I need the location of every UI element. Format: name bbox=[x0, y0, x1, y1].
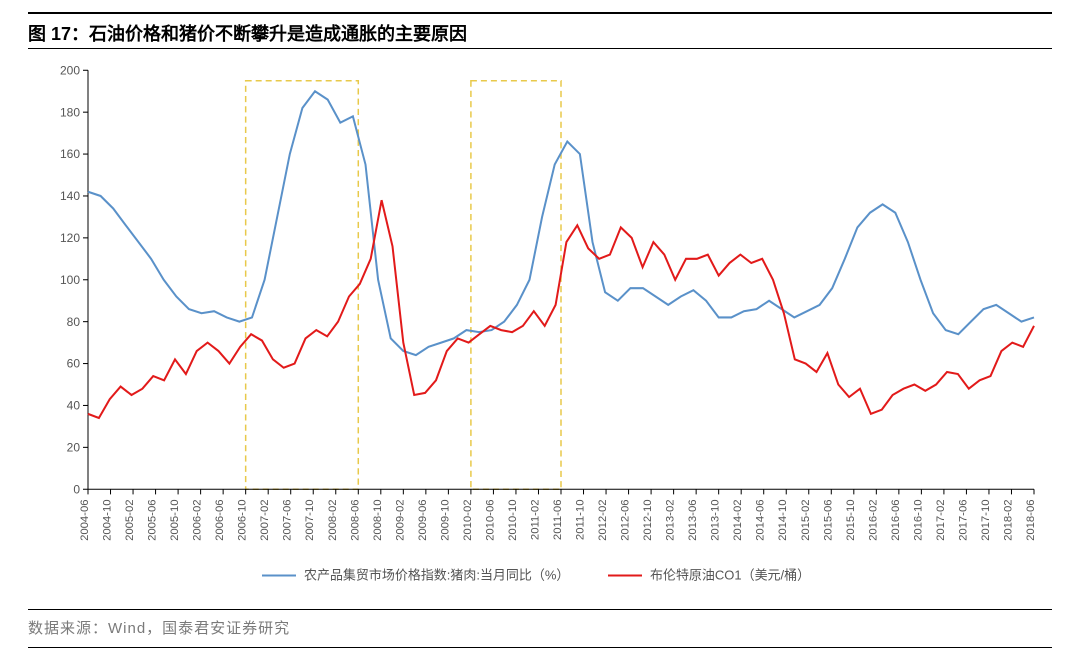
svg-text:2007-10: 2007-10 bbox=[304, 500, 316, 541]
svg-text:2007-06: 2007-06 bbox=[282, 500, 294, 541]
svg-text:2012-06: 2012-06 bbox=[620, 500, 632, 541]
svg-text:2006-06: 2006-06 bbox=[214, 500, 226, 541]
svg-text:0: 0 bbox=[73, 482, 80, 496]
svg-text:2017-02: 2017-02 bbox=[935, 500, 947, 541]
svg-text:2011-02: 2011-02 bbox=[530, 500, 542, 541]
svg-text:2011-06: 2011-06 bbox=[552, 500, 564, 541]
svg-text:2006-02: 2006-02 bbox=[192, 500, 204, 541]
top-rule-heavy bbox=[28, 12, 1052, 14]
svg-text:160: 160 bbox=[60, 147, 80, 161]
svg-text:120: 120 bbox=[60, 231, 80, 245]
svg-text:2009-02: 2009-02 bbox=[394, 500, 406, 541]
svg-text:2013-06: 2013-06 bbox=[687, 500, 699, 541]
svg-text:2013-02: 2013-02 bbox=[665, 500, 677, 541]
svg-text:2016-02: 2016-02 bbox=[867, 500, 879, 541]
top-rule-thin bbox=[28, 48, 1052, 49]
svg-text:2012-02: 2012-02 bbox=[597, 500, 609, 541]
svg-text:2005-02: 2005-02 bbox=[124, 500, 136, 541]
svg-text:40: 40 bbox=[67, 398, 81, 412]
svg-text:农产品集贸市场价格指数:猪肉:当月同比（%）: 农产品集贸市场价格指数:猪肉:当月同比（%） bbox=[304, 566, 569, 582]
svg-text:200: 200 bbox=[60, 63, 80, 77]
svg-text:2014-02: 2014-02 bbox=[732, 500, 744, 541]
svg-text:2007-02: 2007-02 bbox=[259, 500, 271, 541]
svg-text:2018-02: 2018-02 bbox=[1003, 500, 1015, 541]
svg-text:2015-02: 2015-02 bbox=[800, 500, 812, 541]
svg-text:2018-06: 2018-06 bbox=[1025, 500, 1037, 541]
svg-text:100: 100 bbox=[60, 273, 80, 287]
svg-text:2008-06: 2008-06 bbox=[349, 500, 361, 541]
svg-text:2017-10: 2017-10 bbox=[980, 500, 992, 541]
svg-text:140: 140 bbox=[60, 189, 80, 203]
svg-text:2015-06: 2015-06 bbox=[822, 500, 834, 541]
svg-text:2017-06: 2017-06 bbox=[958, 500, 970, 541]
svg-text:2009-06: 2009-06 bbox=[417, 500, 429, 541]
svg-text:2010-10: 2010-10 bbox=[507, 500, 519, 541]
svg-text:60: 60 bbox=[67, 357, 81, 371]
svg-text:2010-06: 2010-06 bbox=[485, 500, 497, 541]
data-source: 数据来源：Wind，国泰君安证券研究 bbox=[28, 617, 290, 638]
svg-text:2014-06: 2014-06 bbox=[755, 500, 767, 541]
footer-rule-bottom bbox=[28, 647, 1052, 648]
svg-text:2011-10: 2011-10 bbox=[575, 500, 587, 541]
svg-text:2009-10: 2009-10 bbox=[440, 500, 452, 541]
svg-text:2008-10: 2008-10 bbox=[372, 500, 384, 541]
svg-text:2015-10: 2015-10 bbox=[845, 500, 857, 541]
svg-text:180: 180 bbox=[60, 105, 80, 119]
svg-text:2016-06: 2016-06 bbox=[890, 500, 902, 541]
svg-text:80: 80 bbox=[67, 315, 81, 329]
chart-title: 图 17：石油价格和猪价不断攀升是造成通胀的主要原因 bbox=[28, 20, 467, 46]
svg-text:2005-06: 2005-06 bbox=[147, 500, 159, 541]
svg-text:2012-10: 2012-10 bbox=[642, 500, 654, 541]
svg-text:2014-10: 2014-10 bbox=[777, 500, 789, 541]
svg-text:布伦特原油CO1（美元/桶）: 布伦特原油CO1（美元/桶） bbox=[650, 567, 810, 582]
svg-text:2004-10: 2004-10 bbox=[102, 500, 114, 541]
line-chart: 0 20 40 60 80 100 120 140 160 180 200 2004-06 2004-1… bbox=[28, 60, 1052, 594]
svg-text:2016-10: 2016-10 bbox=[913, 500, 925, 541]
svg-text:2008-02: 2008-02 bbox=[327, 500, 339, 541]
footer-rule-top bbox=[28, 609, 1052, 610]
svg-text:2006-10: 2006-10 bbox=[237, 500, 249, 541]
svg-text:2004-06: 2004-06 bbox=[79, 500, 91, 541]
svg-text:2005-10: 2005-10 bbox=[169, 500, 181, 541]
svg-text:20: 20 bbox=[67, 440, 81, 454]
svg-text:2013-10: 2013-10 bbox=[710, 500, 722, 541]
svg-text:2010-02: 2010-02 bbox=[462, 500, 474, 541]
